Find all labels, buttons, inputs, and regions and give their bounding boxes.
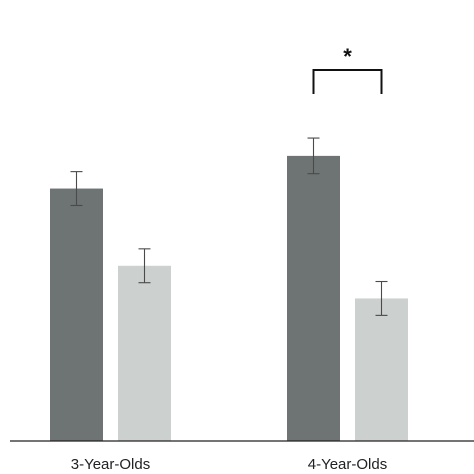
bar-4-year-olds-series-1 — [287, 155, 340, 441]
significance-bracket — [312, 69, 383, 94]
significance-layer: * — [312, 44, 383, 94]
category-label: 3-Year-Olds — [71, 456, 150, 473]
error-bar-4-year-olds-series-1 — [307, 137, 320, 175]
category-label: 4-Year-Olds — [308, 456, 387, 473]
bar-3-year-olds-series-2 — [118, 265, 171, 441]
error-bar-3-year-olds-series-2 — [138, 248, 151, 284]
error-bar-3-year-olds-series-1 — [70, 171, 83, 207]
bars-layer — [50, 155, 408, 441]
bar-3-year-olds-series-1 — [50, 188, 103, 441]
bar-4-year-olds-series-2 — [355, 298, 408, 441]
category-labels: 3-Year-Olds 4-Year-Olds — [71, 456, 387, 473]
significance-star: * — [343, 44, 352, 69]
error-bars-layer — [70, 137, 388, 316]
error-bar-4-year-olds-series-2 — [375, 280, 388, 316]
